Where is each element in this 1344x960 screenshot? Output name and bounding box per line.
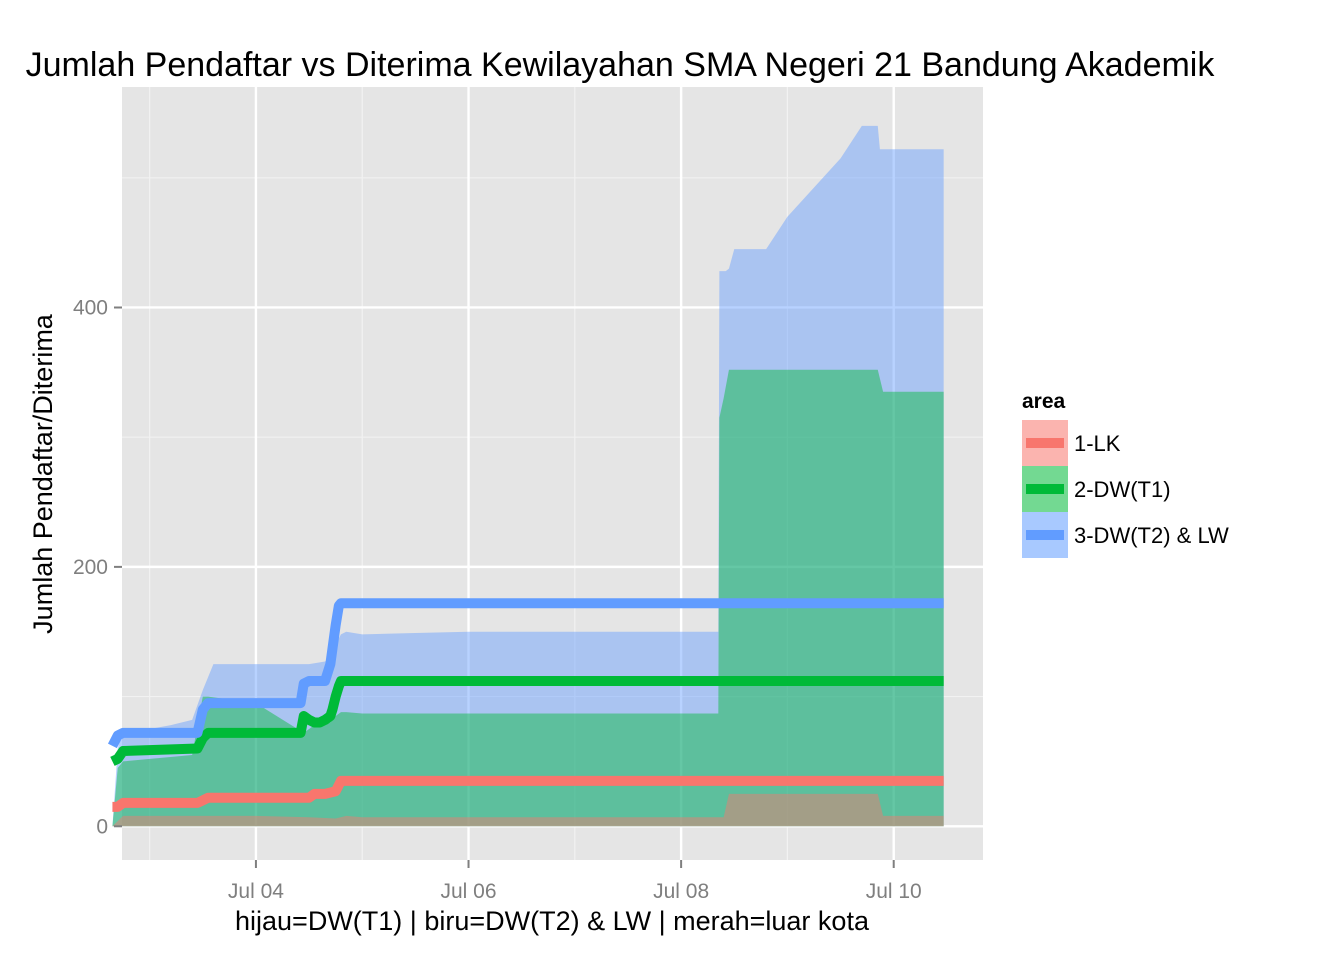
legend: area 1-LK 2-DW(T1) 3-DW(T2) & LW [1022, 390, 1229, 558]
area-1-lk [112, 793, 944, 827]
line-layer [107, 598, 944, 812]
y-tick-label: 200 [73, 556, 108, 579]
line-1-lk [112, 775, 944, 812]
y-tick-label: 0 [96, 815, 108, 838]
legend-label-3-dw-t2-lw: 3-DW(T2) & LW [1074, 523, 1229, 548]
area-layer [112, 125, 944, 827]
y-tick-label: 400 [73, 296, 108, 319]
legend-label-2-dw-t1-: 2-DW(T1) [1074, 477, 1171, 502]
area-2-dw-t1- [112, 369, 944, 827]
x-axis: Jul 04 Jul 06 Jul 08 Jul 10 [228, 860, 922, 903]
area-3-dw-t2-lw [112, 125, 944, 827]
x-tick-label: Jul 04 [228, 880, 284, 903]
legend-title: area [1022, 390, 1066, 413]
x-axis-title: hijau=DW(T1) | biru=DW(T2) & LW | merah=… [235, 906, 870, 936]
x-tick-label: Jul 10 [866, 880, 922, 903]
line-3-dw-t2-lw [107, 598, 944, 749]
chart-title: Jumlah Pendaftar vs Diterima Kewilayahan… [26, 46, 1216, 84]
line-2-dw-t1- [110, 676, 944, 766]
legend-label-1-lk: 1-LK [1074, 431, 1121, 456]
x-tick-label: Jul 06 [441, 880, 497, 903]
y-axis-title: Jumlah Pendaftar/Diterima [28, 313, 58, 634]
x-tick-label: Jul 08 [653, 880, 709, 903]
grid [122, 87, 983, 860]
y-axis: 0 200 400 [73, 296, 122, 838]
